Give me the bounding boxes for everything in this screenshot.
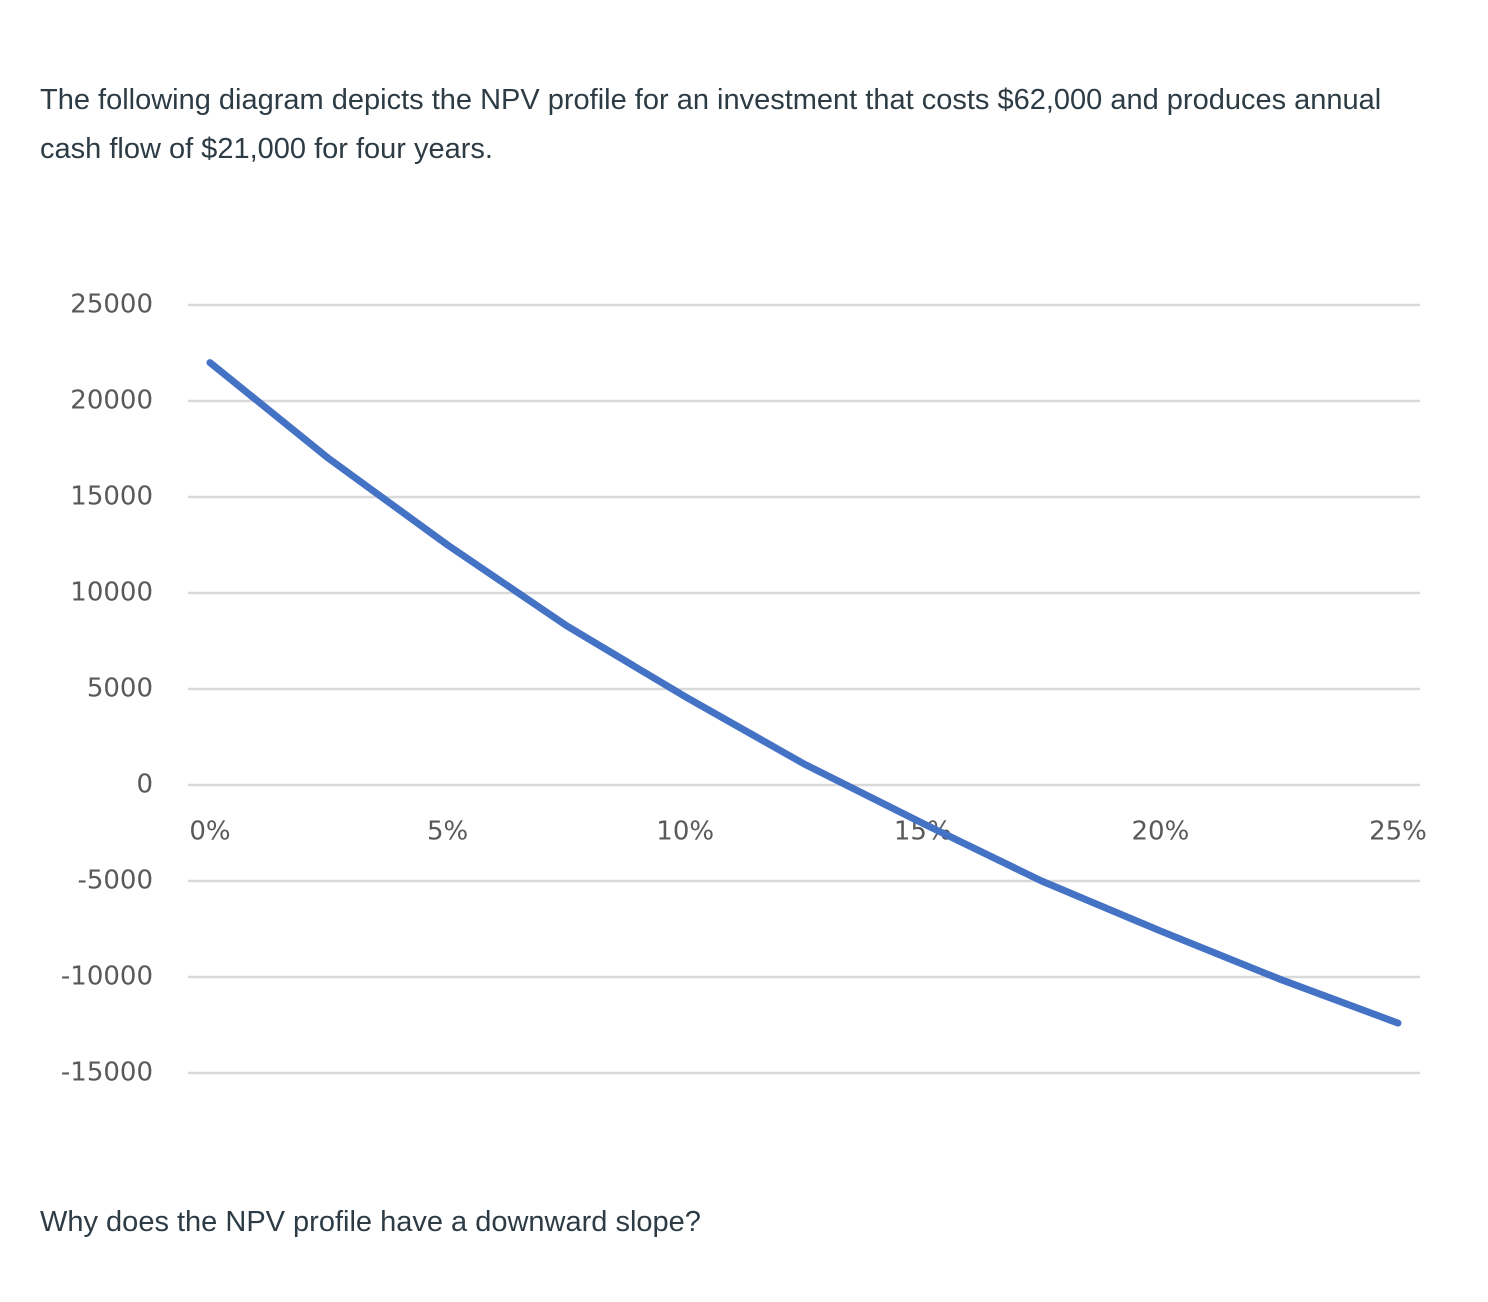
y-tick-label: 15000 [70, 482, 153, 512]
y-tick-label: 0 [136, 770, 153, 800]
y-tick-label: 10000 [70, 578, 153, 608]
x-tick-label: 25% [1369, 817, 1427, 847]
y-tick-label: -15000 [61, 1058, 153, 1088]
y-tick-label: 5000 [87, 674, 153, 704]
intro-text: The following diagram depicts the NPV pr… [40, 84, 1382, 165]
npv-line [206, 359, 1402, 1027]
x-tick-label: 5% [427, 817, 468, 847]
y-tick-label: 20000 [70, 386, 153, 416]
x-tick-label: 20% [1132, 817, 1190, 847]
y-tick-label: -5000 [77, 866, 153, 896]
chart: -15000 -10000 -5000 0 5000 10000 15000 20000 250… [61, 290, 1427, 1088]
y-tick-label: 25000 [70, 290, 153, 320]
y-tick-label: -10000 [61, 962, 153, 992]
x-tick-label: 10% [656, 817, 714, 847]
x-tick-label: 0% [189, 817, 230, 847]
question-text: Why does the NPV profile have a downward… [40, 1206, 701, 1238]
